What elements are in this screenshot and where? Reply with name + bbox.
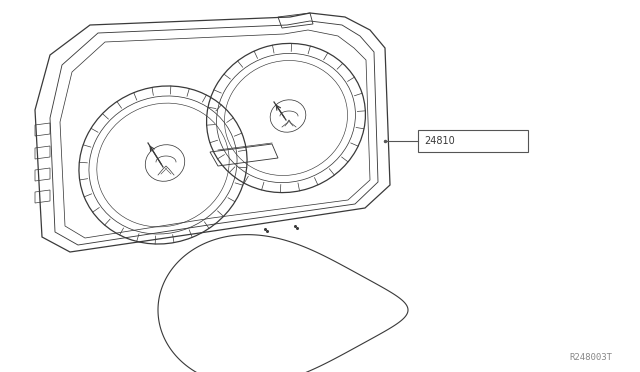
Text: R248003T: R248003T: [569, 353, 612, 362]
Bar: [418, 130, 528, 152]
Text: 24810: 24810: [424, 136, 455, 146]
